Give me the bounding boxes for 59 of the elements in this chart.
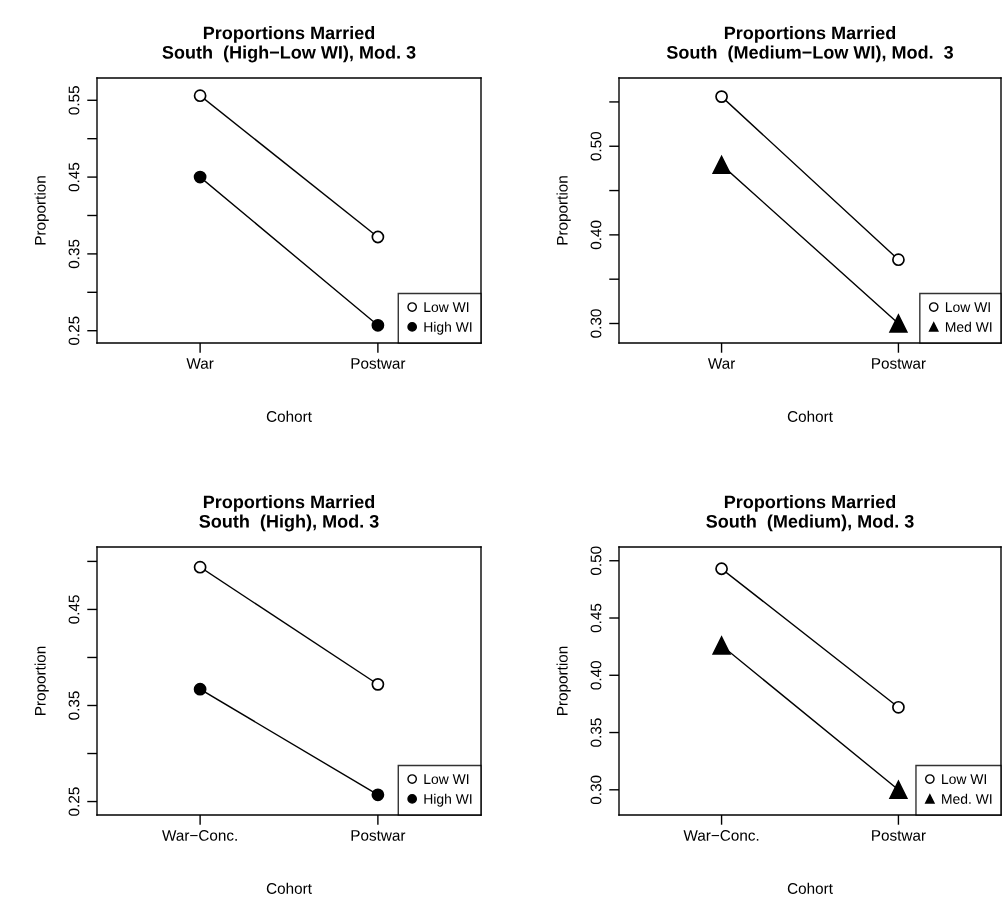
y-tick-label: 0.35 [68,239,80,269]
x-tick-label: War [186,358,214,369]
point [193,560,207,574]
chart-title: Proportions Married South (High−Low WI), Mod. 3 [162,26,416,63]
x-axis-title: Cohort [266,882,312,894]
y-tick-label: 0.55 [68,86,80,115]
point [193,89,207,103]
y-tick-label: 0.45 [68,595,80,624]
legend-label: Med. WI [942,793,992,804]
y-tick-label: 0.35 [68,691,80,720]
x-axis-title: Cohort [787,410,833,422]
chart-title: Proportions Married South (High), Mod. 3 [199,495,379,532]
point [715,562,728,576]
y-tick-label: 0.45 [68,162,80,192]
y-tick-label: 0.25 [68,316,80,345]
point [889,314,908,333]
x-axis-title: Cohort [266,410,312,422]
point [371,788,385,802]
x-axis-title: Cohort [787,882,833,894]
x-tick-label: Postwar [872,830,926,841]
y-axis-title: Proportion [556,176,571,245]
y-tick-label: 0.30 [590,775,602,805]
point [712,636,731,655]
x-tick-label: Postwar [872,358,926,369]
chart-title: Proportions Married South (Medium), Mod. 3 [706,495,914,532]
point [371,677,385,691]
y-tick-label: 0.25 [68,787,80,816]
y-tick-label: 0.50 [590,131,602,161]
x-tick-label: War [707,358,736,369]
x-tick-label: War−Conc. [683,829,759,841]
legend-label: Low WI [942,774,986,785]
y-tick-label: 0.30 [590,309,602,338]
chart-title: Proportions Married South (Medium−Low WI), Mod. 3 [666,26,954,63]
point [193,682,207,696]
legend-label: Low WI [424,774,469,785]
point [193,170,207,184]
legend-label: Low WI [424,302,469,313]
point [892,253,905,267]
legend-label: Med WI [945,321,992,332]
y-axis-title: Proportion [34,176,49,245]
point [715,90,728,104]
point [889,780,908,799]
legend-label: High WI [424,321,472,335]
point [371,230,385,244]
y-tick-label: 0.40 [590,220,602,250]
point [712,155,731,175]
y-tick-label: 0.45 [590,603,602,633]
legend-label: Low WI [945,302,990,313]
y-axis-title: Proportion [34,646,49,715]
y-tick-label: 0.50 [590,546,602,576]
point [892,700,905,714]
x-tick-label: War−Conc. [162,829,237,841]
y-axis-title: Proportion [556,646,571,715]
y-tick-label: 0.40 [590,661,602,690]
x-tick-label: Postwar [351,358,406,369]
y-tick-label: 0.35 [590,718,602,747]
point [371,318,385,332]
x-tick-label: Postwar [351,830,406,841]
legend-label: High WI [424,793,472,807]
